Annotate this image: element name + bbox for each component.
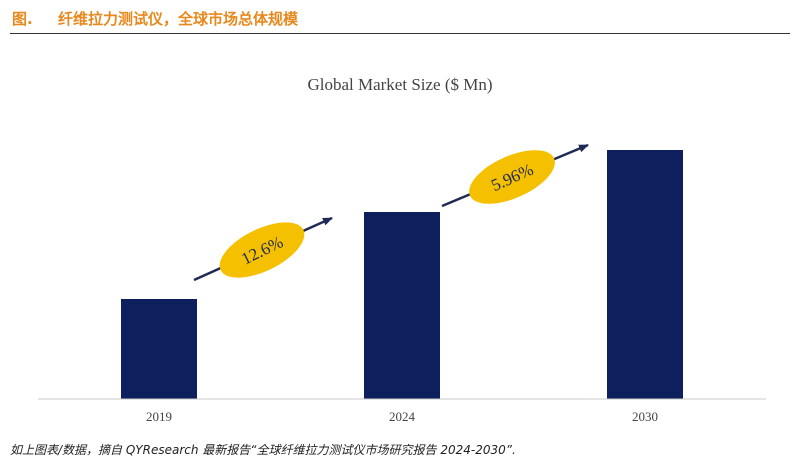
growth-badge-2019-2024: 12.6% (219, 222, 305, 278)
annotations-layer: 12.6% 5.96% (193, 143, 589, 282)
bar-2024 (364, 212, 440, 399)
x-tick-label-2024: 2024 (389, 409, 416, 424)
chart-title: Global Market Size ($ Mn) (307, 75, 492, 94)
source-note: 如上图表/数据，摘自 QYResearch 最新报告“全球纤维拉力测试仪市场研究… (10, 443, 516, 457)
figure-title: 纤维拉力测试仪，全球市场总体规模 (58, 10, 299, 28)
figure-prefix: 图. (12, 10, 33, 28)
x-tick-label-2019: 2019 (146, 409, 172, 424)
x-tick-label-2030: 2030 (632, 409, 658, 424)
header-divider (10, 33, 790, 34)
growth-badge-ellipse (469, 150, 555, 204)
bars-layer (121, 150, 683, 399)
ticks-layer: 2019 2024 2030 (146, 409, 658, 424)
bar-2030 (607, 150, 683, 399)
growth-badge-ellipse (219, 222, 305, 278)
bar-2019 (121, 299, 197, 399)
figure-header: 图. 纤维拉力测试仪，全球市场总体规模 (12, 8, 298, 30)
growth-badge-2024-2030: 5.96% (469, 150, 555, 204)
